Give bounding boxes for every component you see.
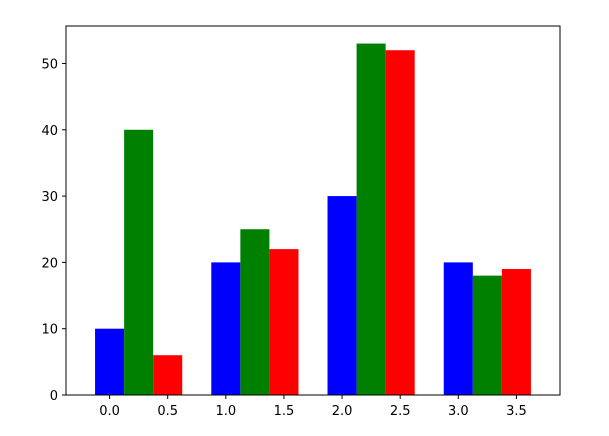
bar-series-3-group-4	[501, 269, 531, 395]
bar-series-2-group-3	[356, 43, 386, 395]
x-tick-label: 3.0	[448, 404, 469, 419]
plot-frame	[65, 25, 561, 396]
y-tick-label: 50	[41, 57, 58, 72]
x-tick-label: 0.0	[99, 404, 120, 419]
bar-series-3-group-1	[153, 355, 183, 395]
bar-series-1-group-2	[211, 262, 241, 395]
x-tick-label: 1.0	[215, 404, 236, 419]
x-tick-label: 3.5	[506, 404, 527, 419]
y-tick-label: 30	[41, 190, 58, 205]
x-tick-label: 2.0	[332, 404, 353, 419]
y-tick-label: 10	[41, 323, 58, 338]
bar-series-3-group-3	[385, 50, 415, 396]
x-axis: 0.0 0.5 1.0 1.5 2.0 2.5 3.0 3.5	[99, 395, 527, 419]
x-tick-label: 2.5	[390, 404, 411, 419]
bar-series-2-group-4	[472, 275, 502, 395]
bar-series-1-group-4	[443, 262, 473, 395]
bar-series-2-group-2	[240, 229, 270, 395]
x-tick-label: 1.5	[274, 404, 295, 419]
bars-layer	[95, 43, 531, 396]
y-tick-label: 0	[50, 389, 58, 404]
bar-series-3-group-2	[269, 249, 299, 395]
x-tick-label: 0.5	[157, 404, 178, 419]
bar-series-2-group-1	[124, 129, 154, 396]
bar-series-1-group-3	[327, 196, 357, 395]
y-axis: 0 10 20 30 40 50	[41, 57, 66, 404]
y-tick-label: 20	[41, 256, 58, 271]
bar-series-1-group-1	[95, 328, 125, 395]
y-tick-label: 40	[41, 124, 58, 139]
